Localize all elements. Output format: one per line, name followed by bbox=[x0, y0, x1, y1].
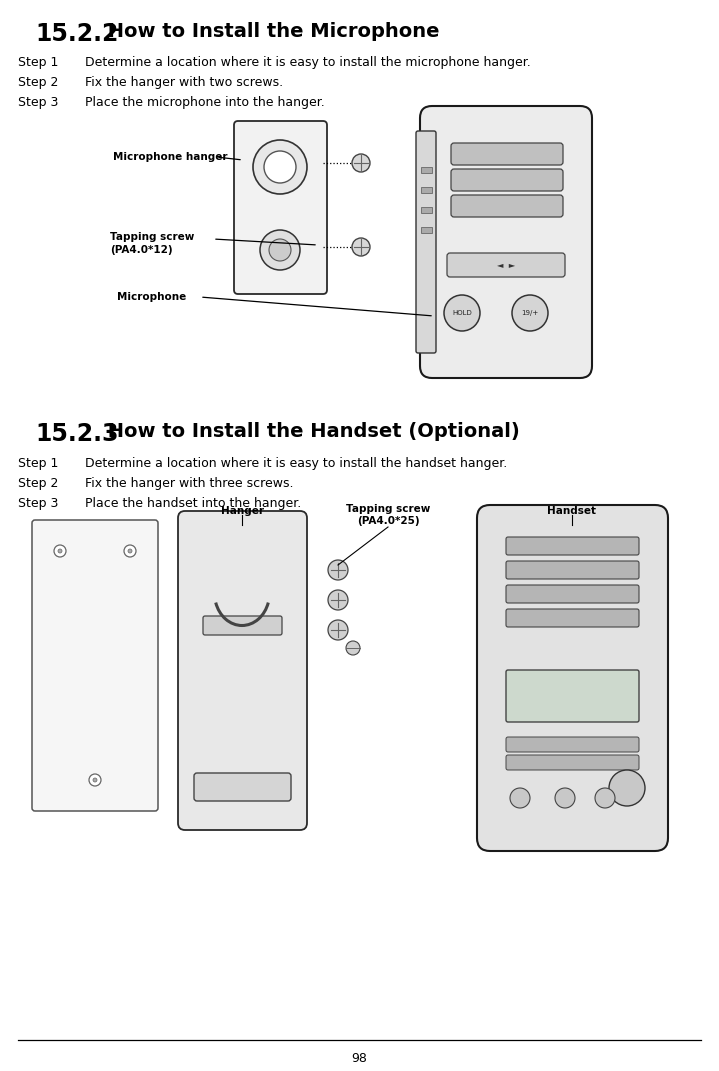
FancyBboxPatch shape bbox=[451, 195, 563, 217]
Circle shape bbox=[264, 151, 296, 183]
Circle shape bbox=[510, 788, 530, 808]
FancyBboxPatch shape bbox=[477, 506, 668, 851]
Text: Step 2: Step 2 bbox=[18, 76, 58, 89]
FancyBboxPatch shape bbox=[506, 737, 639, 752]
Circle shape bbox=[93, 778, 97, 782]
Bar bbox=[421, 227, 432, 233]
Text: 15.2.3: 15.2.3 bbox=[35, 422, 119, 446]
Circle shape bbox=[128, 549, 132, 553]
FancyBboxPatch shape bbox=[203, 616, 282, 635]
FancyBboxPatch shape bbox=[506, 670, 639, 722]
FancyBboxPatch shape bbox=[506, 755, 639, 770]
FancyBboxPatch shape bbox=[506, 537, 639, 555]
Text: 15.2.2: 15.2.2 bbox=[35, 22, 119, 46]
Text: (PA4.0*12): (PA4.0*12) bbox=[110, 245, 173, 255]
Text: Step 1: Step 1 bbox=[18, 56, 58, 69]
FancyBboxPatch shape bbox=[32, 521, 158, 811]
Text: Fix the hanger with two screws.: Fix the hanger with two screws. bbox=[85, 76, 283, 89]
Circle shape bbox=[54, 545, 66, 557]
Bar bbox=[421, 167, 432, 174]
Circle shape bbox=[269, 239, 291, 261]
Text: HOLD: HOLD bbox=[452, 310, 472, 316]
Text: Microphone: Microphone bbox=[117, 292, 186, 302]
FancyBboxPatch shape bbox=[506, 561, 639, 579]
FancyBboxPatch shape bbox=[451, 144, 563, 165]
Text: Step 1: Step 1 bbox=[18, 457, 58, 470]
Text: Place the microphone into the hanger.: Place the microphone into the hanger. bbox=[85, 96, 325, 109]
FancyBboxPatch shape bbox=[416, 131, 436, 353]
FancyBboxPatch shape bbox=[178, 511, 307, 830]
Circle shape bbox=[512, 295, 548, 331]
Text: Fix the hanger with three screws.: Fix the hanger with three screws. bbox=[85, 477, 293, 491]
FancyBboxPatch shape bbox=[447, 253, 565, 277]
Circle shape bbox=[352, 238, 370, 256]
Circle shape bbox=[253, 140, 307, 194]
Text: How to Install the Microphone: How to Install the Microphone bbox=[101, 22, 439, 41]
Circle shape bbox=[58, 549, 62, 553]
Circle shape bbox=[89, 774, 101, 786]
Text: 19/+: 19/+ bbox=[521, 310, 539, 316]
Text: (PA4.0*25): (PA4.0*25) bbox=[357, 516, 419, 526]
Bar bbox=[421, 207, 432, 213]
Circle shape bbox=[328, 560, 348, 580]
Text: Tapping screw: Tapping screw bbox=[346, 504, 430, 514]
Circle shape bbox=[346, 642, 360, 655]
Text: Step 3: Step 3 bbox=[18, 497, 58, 510]
Circle shape bbox=[328, 620, 348, 640]
FancyBboxPatch shape bbox=[506, 585, 639, 603]
Text: How to Install the Handset (Optional): How to Install the Handset (Optional) bbox=[101, 422, 520, 441]
Text: Step 2: Step 2 bbox=[18, 477, 58, 491]
Text: 98: 98 bbox=[351, 1052, 367, 1065]
Text: ◄  ►: ◄ ► bbox=[497, 260, 515, 270]
FancyBboxPatch shape bbox=[451, 169, 563, 191]
Text: Step 3: Step 3 bbox=[18, 96, 58, 109]
Text: Handset: Handset bbox=[547, 506, 597, 516]
Circle shape bbox=[609, 770, 645, 806]
Text: Determine a location where it is easy to install the microphone hanger.: Determine a location where it is easy to… bbox=[85, 56, 531, 69]
FancyBboxPatch shape bbox=[194, 773, 291, 801]
Text: Determine a location where it is easy to install the handset hanger.: Determine a location where it is easy to… bbox=[85, 457, 507, 470]
Bar bbox=[421, 187, 432, 193]
FancyBboxPatch shape bbox=[506, 609, 639, 627]
Text: Place the handset into the hanger.: Place the handset into the hanger. bbox=[85, 497, 301, 510]
Circle shape bbox=[328, 590, 348, 610]
Text: Tapping screw: Tapping screw bbox=[110, 232, 194, 242]
FancyBboxPatch shape bbox=[234, 121, 327, 295]
Circle shape bbox=[444, 295, 480, 331]
Text: Hanger: Hanger bbox=[221, 506, 263, 516]
Circle shape bbox=[260, 230, 300, 270]
Circle shape bbox=[124, 545, 136, 557]
Circle shape bbox=[352, 154, 370, 172]
Circle shape bbox=[555, 788, 575, 808]
Text: Microphone hanger: Microphone hanger bbox=[113, 152, 227, 162]
FancyBboxPatch shape bbox=[420, 106, 592, 378]
Circle shape bbox=[595, 788, 615, 808]
